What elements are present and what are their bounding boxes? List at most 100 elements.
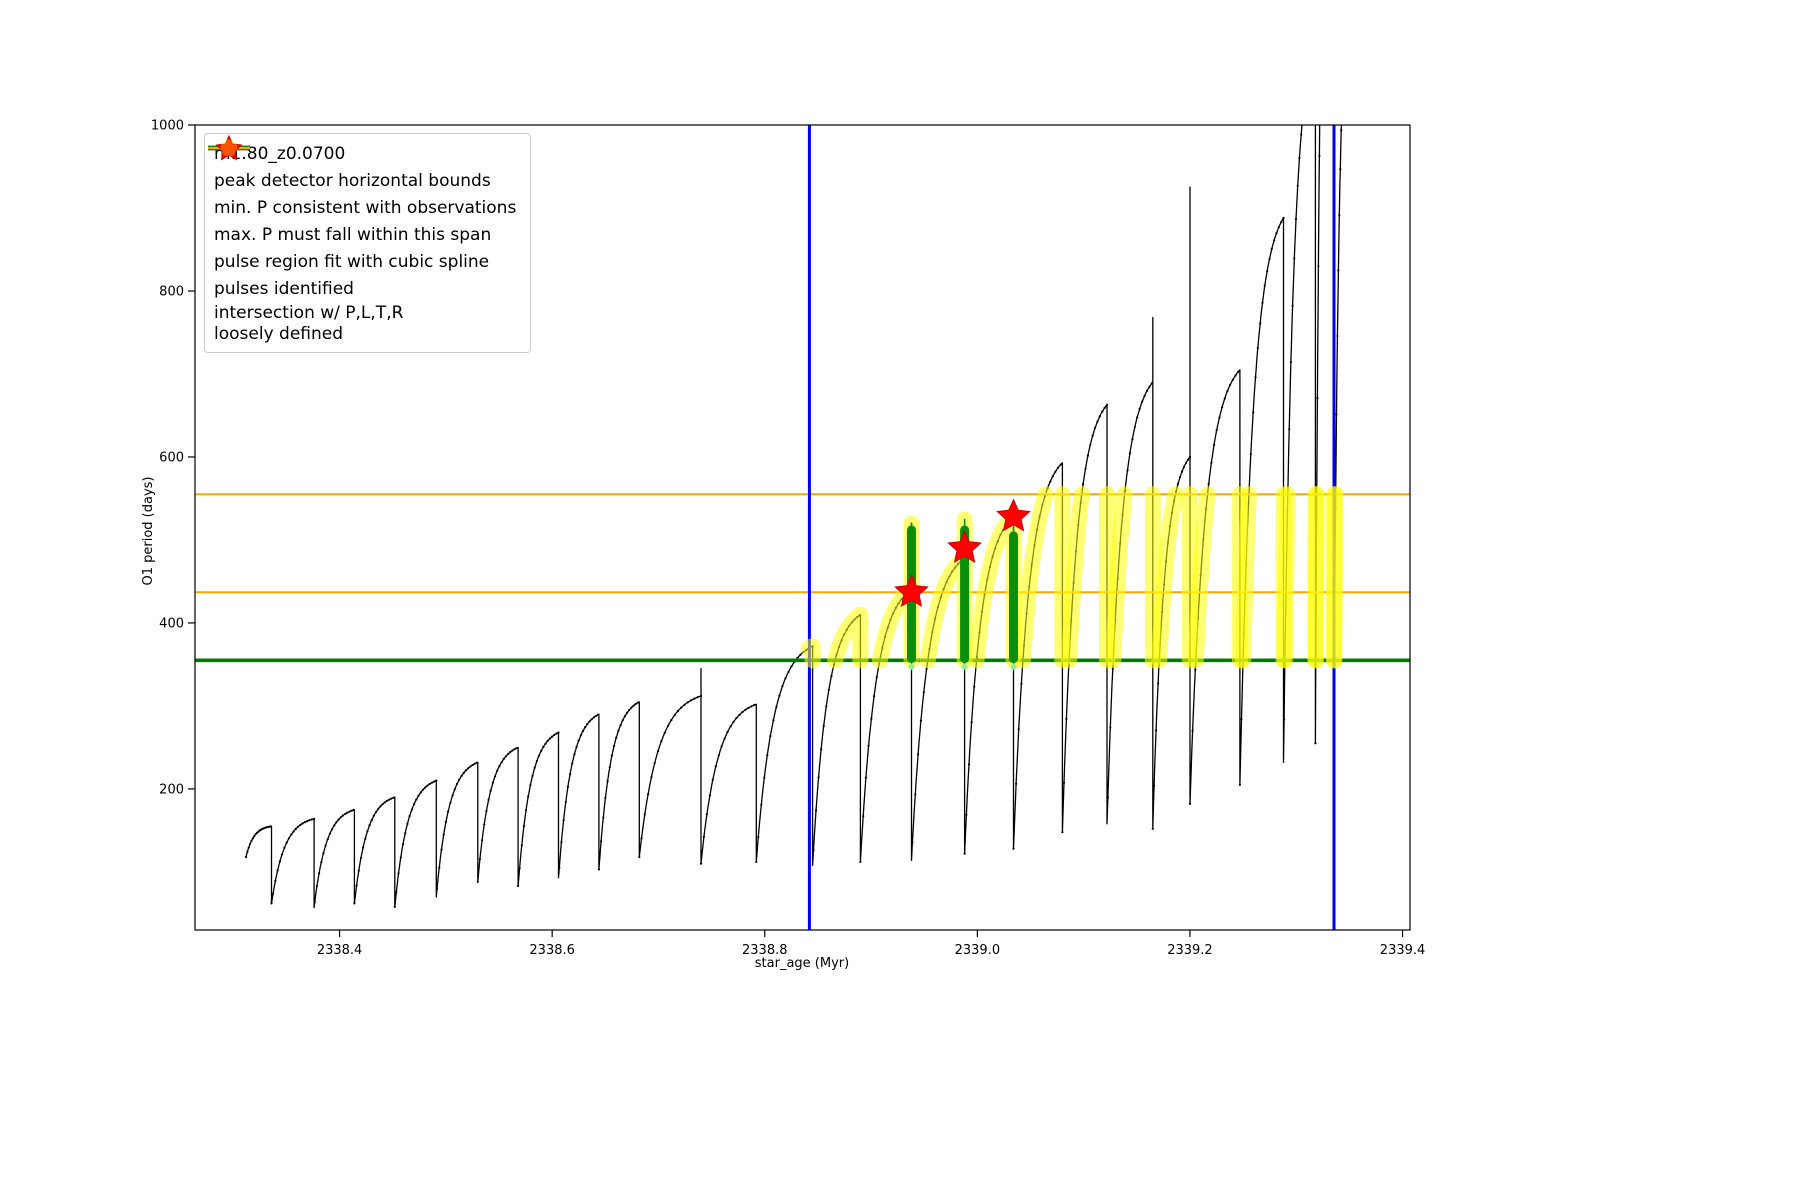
y-tick-label: 800 [159,284,184,299]
series-marker [529,784,532,787]
series-marker [621,719,624,722]
series-marker [370,818,373,822]
series-line-group [244,47,1345,909]
series-marker [1176,482,1180,485]
x-tick-label: 2339.4 [1380,943,1426,958]
x-tick-label: 2338.6 [529,943,575,958]
series-marker [467,767,470,770]
series-marker [462,771,465,775]
series-marker [527,795,530,798]
series-marker [518,867,521,870]
legend-item-4: pulse region fit with cubic spline [214,144,516,276]
series-marker [1310,55,1312,57]
x-axis-ticks: 2338.4 2338.6 2338.8 2339.0 2339.2 2339.4 [317,930,1425,958]
series-marker [1056,466,1060,469]
series-marker [1289,361,1292,364]
series-marker [341,814,344,817]
series-marker [1298,157,1301,160]
series-marker [306,820,309,823]
series-marker [588,720,591,723]
series-marker [350,809,353,812]
series-marker [1157,682,1160,685]
series-marker [362,846,365,849]
series-marker [1343,47,1345,49]
series-marker [1231,378,1234,381]
series-marker [753,703,756,707]
series-marker [656,750,660,753]
series-marker [862,815,865,818]
series-marker [1153,784,1156,787]
series-marker [610,754,614,757]
series-marker [1212,443,1216,447]
series-marker [1049,480,1052,483]
series-marker [741,711,744,714]
x-axis-label: star_age (Myr) [755,956,849,971]
intersection-segment [968,505,1022,669]
series-marker [310,818,313,821]
intersection-segment [1326,486,1344,669]
series-marker [435,779,438,782]
series-marker [502,757,505,761]
series-marker [723,737,726,740]
series-marker [760,803,763,806]
series-marker [297,825,300,828]
series-marker [507,752,510,756]
series-marker [533,766,536,769]
series-marker [1188,802,1192,806]
intersection-segment [1105,486,1133,669]
series-marker [377,807,380,811]
intersection-segment [1061,486,1090,669]
series-marker [278,860,281,863]
series-marker [796,656,799,660]
series-marker [1280,221,1283,224]
series-marker [617,729,620,732]
series-marker [254,833,257,836]
x-tick-label: 2338.4 [317,943,363,958]
series-marker [294,827,297,831]
series-marker [1282,216,1285,219]
y-tick-label: 400 [159,616,184,631]
series-marker [399,856,402,859]
intersection-segment [1235,486,1257,669]
series-marker [673,714,676,717]
series-marker [324,844,327,847]
intersection-segment [827,606,869,669]
series-marker [1210,461,1213,464]
series-marker [1317,265,1320,268]
series-marker [1084,467,1087,470]
intersection-segment [919,511,973,669]
series-marker [965,813,968,816]
series-marker [251,837,254,840]
series-marker [498,765,501,768]
series-marker [401,843,405,846]
series-marker [702,835,706,838]
series-marker [1182,465,1186,468]
series-marker [326,838,329,841]
series-marker [738,713,741,716]
series-marker [643,813,646,816]
series-marker [1061,831,1064,834]
series-marker [381,803,384,806]
series-marker [1151,827,1154,830]
series-marker [433,780,436,783]
series-marker [355,884,358,887]
series-marker [322,852,325,855]
series-marker [1305,84,1307,86]
series-marker [464,769,467,772]
series-marker [636,701,640,704]
legend-item-5: pulses identified [214,134,516,303]
series-marker [489,789,492,792]
series-marker [1259,322,1262,325]
y-axis-ticks: 200 400 600 800 1000 [151,119,195,797]
series-marker [602,816,605,819]
series-marker [1017,728,1020,731]
x-tick-label: 2339.0 [955,943,1001,958]
series-marker [555,732,558,735]
legend-item-3: max. P must fall within this span [208,146,516,249]
pulse-star [996,498,1031,532]
series-marker [608,766,611,769]
series-marker [513,748,516,751]
series-marker [1194,668,1197,671]
